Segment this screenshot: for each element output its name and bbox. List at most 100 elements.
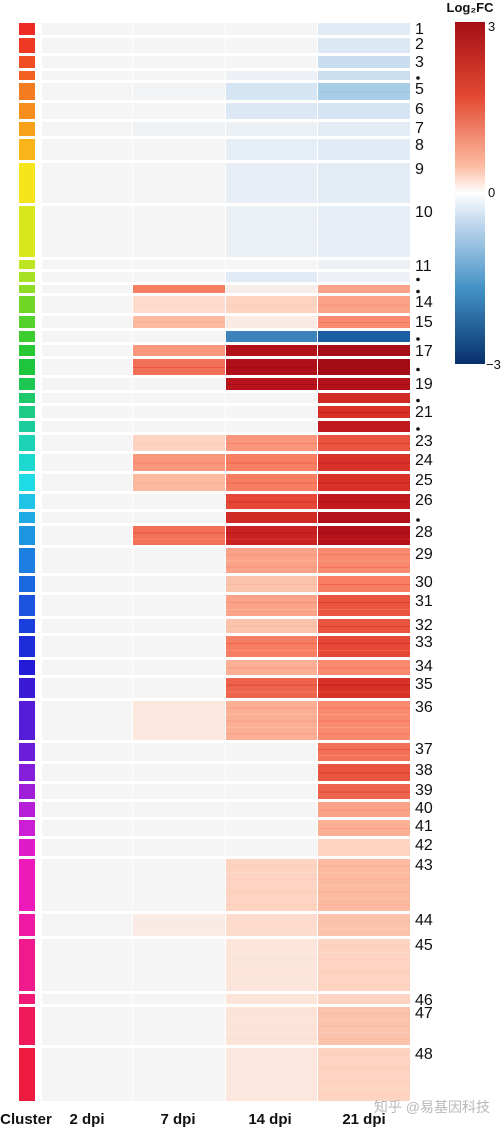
heatmap-cell xyxy=(133,1048,225,1101)
heatmap-cell-line xyxy=(318,482,410,484)
heatmap-cell xyxy=(318,526,410,545)
column-label: 21 dpi xyxy=(342,1111,385,1128)
heatmap-cell xyxy=(133,820,225,836)
heatmap-cell-line xyxy=(318,153,410,154)
cluster-color-bar xyxy=(19,56,35,68)
cluster-color-bar xyxy=(19,23,35,35)
cluster-color-bar xyxy=(19,678,35,698)
cluster-label: 44 xyxy=(415,912,433,929)
cluster-color-bar xyxy=(19,122,35,136)
heatmap-cell-line xyxy=(318,733,410,735)
heatmap-cell-line xyxy=(226,482,317,484)
heatmap-cell xyxy=(42,122,132,136)
heatmap-cell xyxy=(42,743,132,761)
heatmap-cell xyxy=(133,272,225,282)
heatmap-cell-line xyxy=(318,1094,410,1096)
heatmap-cell-line xyxy=(133,538,225,540)
cluster-label: 48 xyxy=(415,1046,433,1063)
heatmap-cell-line xyxy=(133,304,225,306)
heatmap-cell-line xyxy=(226,566,317,568)
cluster-color-bar xyxy=(19,512,35,523)
heatmap-cell-line xyxy=(226,304,317,306)
heatmap-cell-line xyxy=(318,111,410,112)
heatmap-cell xyxy=(133,914,225,936)
cluster-label-dot xyxy=(416,289,420,294)
heatmap-cell xyxy=(318,512,410,523)
heatmap-cell xyxy=(133,839,225,856)
heatmap-cell xyxy=(42,316,132,328)
colorbar-tick-label: 3 xyxy=(488,19,495,34)
heatmap-cell-line xyxy=(318,809,410,811)
heatmap-cell xyxy=(226,272,317,282)
heatmap-cell xyxy=(42,421,132,432)
heatmap-cell xyxy=(226,71,317,80)
cluster-label: 32 xyxy=(415,617,433,634)
heatmap-cell xyxy=(42,526,132,545)
cluster-label: 5 xyxy=(415,81,424,98)
heatmap-cell xyxy=(133,660,225,675)
heatmap-cell-line xyxy=(318,584,410,585)
heatmap-cell-line xyxy=(226,643,317,644)
heatmap-cell-line xyxy=(318,904,410,906)
cluster-color-bar xyxy=(19,576,35,592)
heatmap-cell xyxy=(42,764,132,781)
heatmap-cell xyxy=(133,619,225,633)
heatmap-cell-line xyxy=(318,196,410,198)
heatmap-cell xyxy=(226,285,317,293)
heatmap-cell-line xyxy=(318,650,410,651)
heatmap-cell-line xyxy=(318,250,410,252)
heatmap-cell xyxy=(226,595,317,616)
heatmap-cell-line xyxy=(318,566,410,568)
heatmap-cell-line xyxy=(226,1074,317,1076)
cluster-color-bar xyxy=(19,435,35,451)
heatmap-cell-line xyxy=(318,244,410,246)
cluster-label: 6 xyxy=(415,101,424,118)
heatmap-cell-line xyxy=(226,921,317,923)
cluster-label: 41 xyxy=(415,818,433,835)
heatmap-cell-line xyxy=(318,847,410,849)
heatmap-cell xyxy=(42,939,132,991)
heatmap-cell-line xyxy=(318,501,410,503)
cluster-color-bar xyxy=(19,474,35,491)
cluster-color-bar xyxy=(19,859,35,911)
heatmap-cell-line xyxy=(133,443,225,444)
heatmap-cell xyxy=(42,23,132,35)
heatmap-cell-line xyxy=(226,707,317,709)
cluster-label: 36 xyxy=(415,699,433,716)
heatmap-cell-line xyxy=(226,554,317,556)
cluster-color-bar xyxy=(19,839,35,856)
cluster-color-bar xyxy=(19,820,35,836)
heatmap-cell xyxy=(42,406,132,418)
heatmap-cell-line xyxy=(226,153,317,154)
heatmap-cell-line xyxy=(318,45,410,47)
cluster-label: 43 xyxy=(415,857,433,874)
heatmap-cell xyxy=(226,764,317,781)
heatmap-cell xyxy=(226,994,317,1004)
cluster-color-bar xyxy=(19,743,35,761)
heatmap-cell-line xyxy=(318,1038,410,1040)
heatmap-cell-line xyxy=(226,691,317,693)
heatmap-cell xyxy=(42,139,132,160)
heatmap-cell-line xyxy=(318,129,410,130)
cluster-label: 7 xyxy=(415,120,424,137)
heatmap-cell xyxy=(133,285,225,293)
cluster-label: 2 xyxy=(415,36,424,53)
cluster-color-bar xyxy=(19,454,35,471)
cluster-color-bars xyxy=(19,23,35,1101)
heatmap-cell xyxy=(318,272,410,282)
heatmap-cell-line xyxy=(318,667,410,669)
heatmap-cell-line xyxy=(133,928,225,930)
heatmap-cell-line xyxy=(133,91,225,93)
cluster-color-bar xyxy=(19,393,35,403)
heatmap-cell-line xyxy=(226,602,317,603)
cluster-label: 39 xyxy=(415,782,433,799)
heatmap-cell xyxy=(318,285,410,293)
colorbar-tick-label: −3 xyxy=(486,357,501,372)
cluster-label: 37 xyxy=(415,741,433,758)
heatmap-cell xyxy=(226,743,317,761)
heatmap-cell-line xyxy=(318,146,410,147)
heatmap-cell xyxy=(133,548,225,573)
heatmap-cell-line xyxy=(318,560,410,562)
cluster-label: 31 xyxy=(415,593,433,610)
cluster-color-bar xyxy=(19,994,35,1004)
